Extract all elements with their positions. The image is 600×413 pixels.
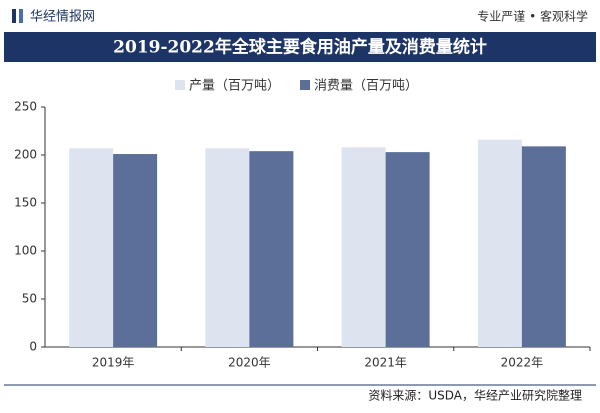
- bar: [113, 154, 158, 347]
- y-tick-label: 50: [22, 292, 37, 306]
- y-tick-label: 250: [14, 100, 37, 114]
- bar: [385, 152, 430, 347]
- bar: [69, 148, 114, 347]
- x-tick-label: 2021年: [364, 356, 407, 370]
- x-tick-label: 2022年: [501, 356, 544, 370]
- logo-icon: [19, 9, 23, 23]
- y-tick-label: 0: [29, 340, 37, 354]
- y-tick-label: 200: [14, 148, 37, 162]
- legend-label: 消费量（百万吨）: [314, 79, 418, 94]
- legend-swatch: [300, 80, 311, 90]
- chart-title: 2019-2022年全球主要食用油产量及消费量统计: [113, 37, 487, 58]
- logo-icon: [12, 9, 16, 23]
- bar: [341, 147, 386, 347]
- legend-label: 产量（百万吨）: [189, 79, 280, 94]
- source: 资料来源：USDA，华经产业研究院整理: [368, 388, 582, 403]
- logo: 华经情报网: [30, 10, 95, 25]
- legend-swatch: [175, 80, 185, 90]
- title-bar: [4, 32, 596, 62]
- x-tick-label: 2019年: [92, 356, 135, 370]
- bar: [477, 139, 522, 347]
- bar: [521, 146, 566, 347]
- y-tick-label: 100: [14, 244, 37, 258]
- bar: [249, 151, 294, 347]
- x-tick-label: 2020年: [228, 356, 271, 370]
- y-tick-label: 150: [14, 196, 37, 210]
- bar: [205, 148, 250, 347]
- tagline: 专业严谨 • 客观科学: [477, 9, 588, 24]
